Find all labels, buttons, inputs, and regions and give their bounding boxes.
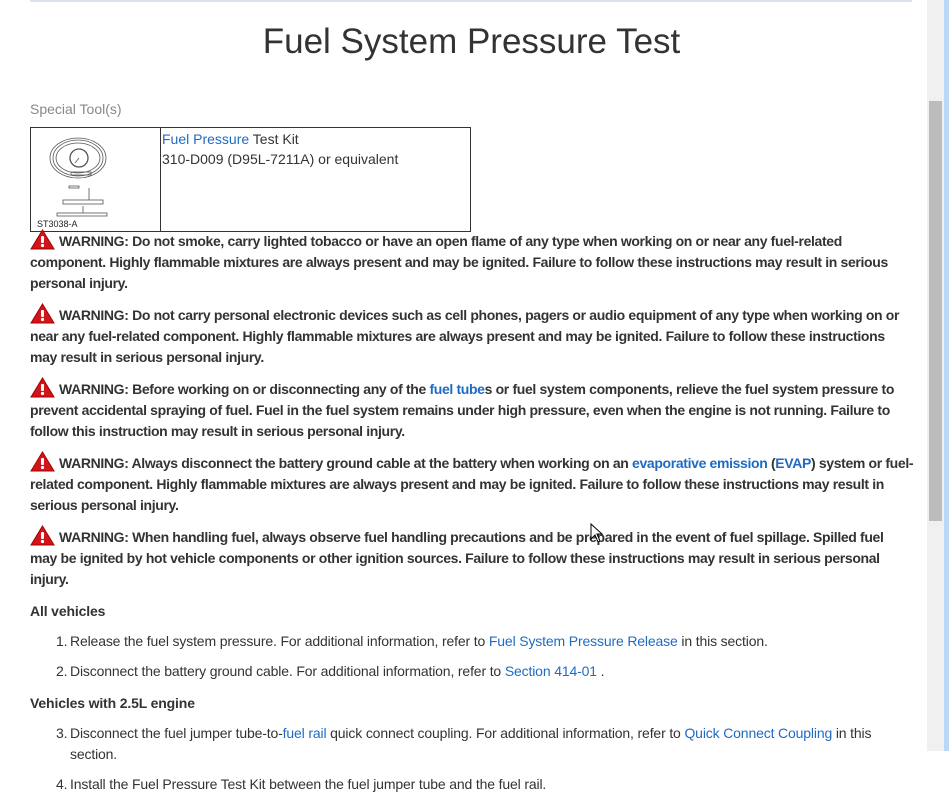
warning-block: WARNING: When handling fuel, always obse… — [30, 525, 914, 590]
text-run: Disconnect the fuel jumper tube-to- — [70, 725, 283, 741]
divider — [30, 0, 912, 2]
text-run: Release the fuel system pressure. For ad… — [70, 633, 489, 649]
text-run: WARNING: Do not carry personal electroni… — [30, 307, 900, 365]
tool-name: Test Kit — [249, 131, 299, 147]
text-run: WARNING: Always disconnect the battery g… — [59, 455, 633, 471]
tool-image-cell: ST3038-A — [30, 127, 161, 232]
text-run: Disconnect the battery ground cable. For… — [70, 663, 505, 679]
fuel-pressure-link[interactable]: Fuel Pressure — [162, 131, 250, 147]
tool-part-number: 310-D009 (D95L-7211A) or equivalent — [162, 151, 399, 167]
text-run: ( — [767, 455, 776, 471]
warning-block: WARNING: Do not smoke, carry lighted tob… — [30, 229, 914, 294]
text-run: ) system or fuel-related component. High… — [30, 455, 914, 513]
step-item: 4. Install the Fuel Pressure Test Kit bet… — [56, 776, 547, 792]
warning-block: WARNING: Before working on or disconnect… — [30, 377, 914, 442]
text-run: WARNING: Before working on or disconnect… — [59, 381, 430, 397]
window-edge — [944, 0, 949, 751]
text-run: WARNING: When handling fuel, always obse… — [30, 529, 884, 587]
text-run: WARNING: Do not smoke, carry lighted tob… — [30, 233, 888, 291]
tool-description-cell: Fuel Pressure Test Kit 310-D009 (D95L-72… — [160, 127, 471, 232]
text-run: s or fuel system components, relieve the… — [30, 381, 895, 439]
tool-image-label: ST3038-A — [37, 219, 78, 229]
reference-link[interactable]: fuel rail — [282, 725, 327, 741]
special-tools-table: ST3038-A Fuel Pressure Test Kit 310-D009… — [30, 127, 471, 232]
procedure-content: WARNING: Do not smoke, carry lighted tob… — [30, 0, 914, 795]
warning-icon — [30, 377, 55, 398]
warning-block: WARNING: Always disconnect the battery g… — [30, 451, 914, 516]
mouse-cursor-icon — [590, 523, 604, 543]
fuel-pressure-kit-illustration — [49, 137, 108, 217]
step-item: 1. Release the fuel system pressure. For … — [56, 633, 768, 649]
reference-link[interactable]: EVAP — [775, 455, 811, 471]
reference-link[interactable]: Quick Connect Coupling — [684, 725, 833, 741]
step-item: 3. Disconnect the fuel jumper tube-to-fue… — [56, 725, 872, 762]
text-run: quick connect coupling. For additional i… — [326, 725, 685, 741]
text-run: . — [596, 663, 605, 679]
page-title: Fuel System Pressure Test — [262, 22, 681, 61]
warning-icon — [30, 525, 55, 546]
reference-link[interactable]: Section 414-01 — [504, 663, 597, 679]
warning-icon — [30, 303, 55, 324]
special-tools-label: Special Tool(s) — [30, 101, 122, 117]
reference-link[interactable]: Fuel System Pressure Release — [488, 633, 678, 649]
document-page: Fuel System Pressure Test Special Tool(s… — [30, 0, 914, 795]
text-run: in this section. — [677, 633, 768, 649]
section-heading: All vehicles — [30, 603, 106, 619]
reference-link[interactable]: fuel tube — [429, 381, 485, 397]
warning-icon — [30, 451, 55, 472]
section-heading: Vehicles with 2.5L engine — [30, 695, 195, 711]
scrollbar-thumb[interactable] — [929, 101, 942, 521]
step-list: 3. Disconnect the fuel jumper tube-to-fue… — [30, 723, 914, 795]
text-run: Install the Fuel Pressure Test Kit betwe… — [70, 776, 547, 792]
step-item: 2. Disconnect the battery ground cable. F… — [56, 663, 605, 679]
reference-link[interactable]: evaporative emission — [632, 455, 768, 471]
step-list: 1. Release the fuel system pressure. For … — [30, 631, 914, 682]
warning-block: WARNING: Do not carry personal electroni… — [30, 303, 914, 368]
warning-icon — [30, 229, 55, 250]
